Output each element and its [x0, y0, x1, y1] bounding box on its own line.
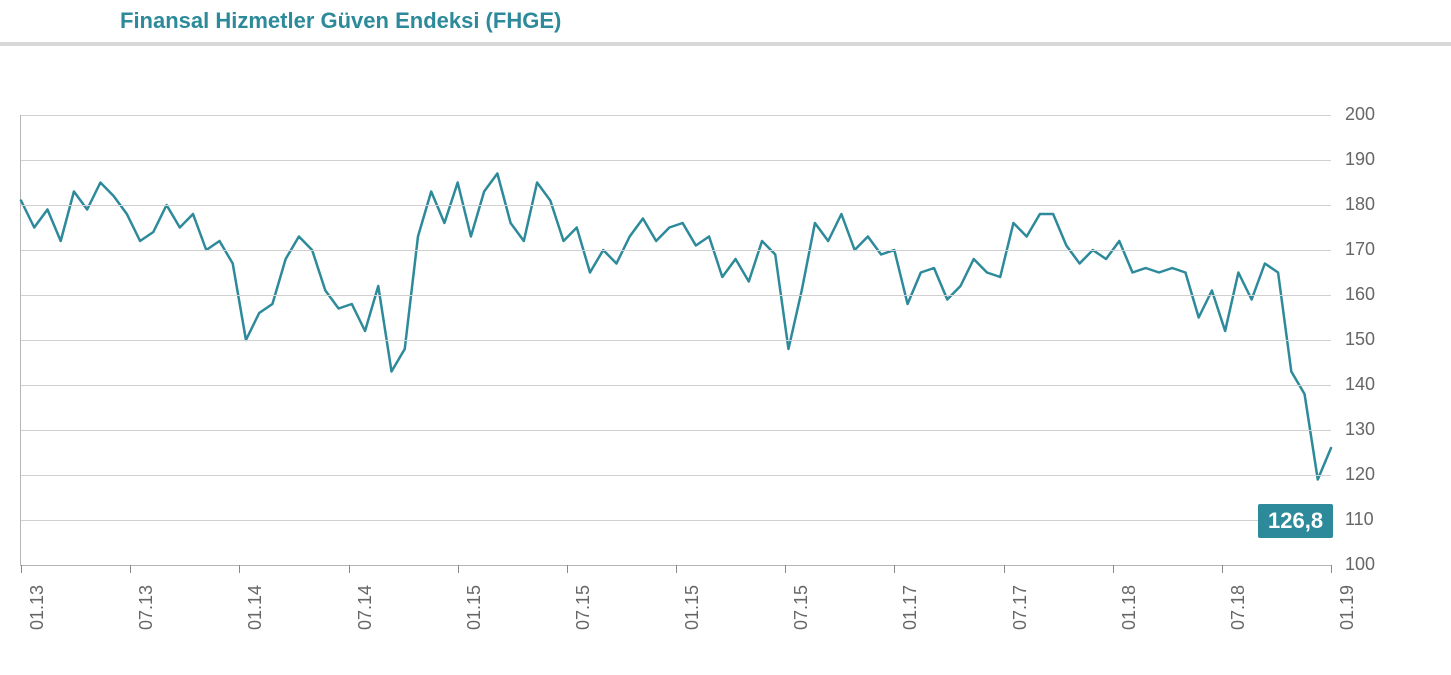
y-tick-label: 110: [1345, 509, 1374, 530]
x-tick: [1331, 565, 1332, 573]
x-tick-label: 07.18: [1228, 585, 1249, 630]
grid-line: [21, 115, 1331, 116]
y-tick-label: 190: [1345, 149, 1375, 170]
last-value-badge: 126,8: [1258, 504, 1333, 538]
grid-line: [21, 160, 1331, 161]
chart-container: Finansal Hizmetler Güven Endeksi (FHGE) …: [0, 0, 1451, 675]
grid-line: [21, 340, 1331, 341]
grid-line: [21, 475, 1331, 476]
x-tick: [1222, 565, 1223, 573]
grid-line: [21, 250, 1331, 251]
x-tick-label: 01.19: [1337, 585, 1358, 630]
y-tick-label: 200: [1345, 104, 1375, 125]
x-tick: [894, 565, 895, 573]
x-tick: [1004, 565, 1005, 573]
y-tick-label: 180: [1345, 194, 1375, 215]
y-tick-label: 120: [1345, 464, 1375, 485]
grid-line: [21, 430, 1331, 431]
y-tick-label: 150: [1345, 329, 1375, 350]
grid-line: [21, 205, 1331, 206]
y-tick-label: 130: [1345, 419, 1375, 440]
x-tick: [21, 565, 22, 573]
x-tick: [676, 565, 677, 573]
chart-plot-area: [20, 115, 1331, 566]
x-tick-label: 01.15: [682, 585, 703, 630]
y-tick-label: 100: [1345, 554, 1375, 575]
x-tick-label: 01.18: [1119, 585, 1140, 630]
y-tick-label: 140: [1345, 374, 1375, 395]
y-tick-label: 170: [1345, 239, 1375, 260]
x-tick: [1113, 565, 1114, 573]
x-tick-label: 07.15: [791, 585, 812, 630]
x-tick-label: 07.14: [355, 585, 376, 630]
x-tick-label: 01.14: [245, 585, 266, 630]
x-tick-label: 07.15: [573, 585, 594, 630]
x-tick: [567, 565, 568, 573]
chart-title: Finansal Hizmetler Güven Endeksi (FHGE): [120, 8, 561, 34]
x-tick-label: 01.15: [464, 585, 485, 630]
x-tick-label: 01.13: [27, 585, 48, 630]
grid-line: [21, 385, 1331, 386]
x-tick-label: 07.17: [1010, 585, 1031, 630]
x-tick: [239, 565, 240, 573]
x-tick: [785, 565, 786, 573]
x-tick: [130, 565, 131, 573]
x-tick-label: 07.13: [136, 585, 157, 630]
data-line: [21, 174, 1331, 480]
grid-line: [21, 520, 1331, 521]
x-tick-label: 01.17: [900, 585, 921, 630]
grid-line: [21, 295, 1331, 296]
x-tick: [349, 565, 350, 573]
y-tick-label: 160: [1345, 284, 1375, 305]
x-tick: [458, 565, 459, 573]
title-underline: [0, 42, 1451, 46]
